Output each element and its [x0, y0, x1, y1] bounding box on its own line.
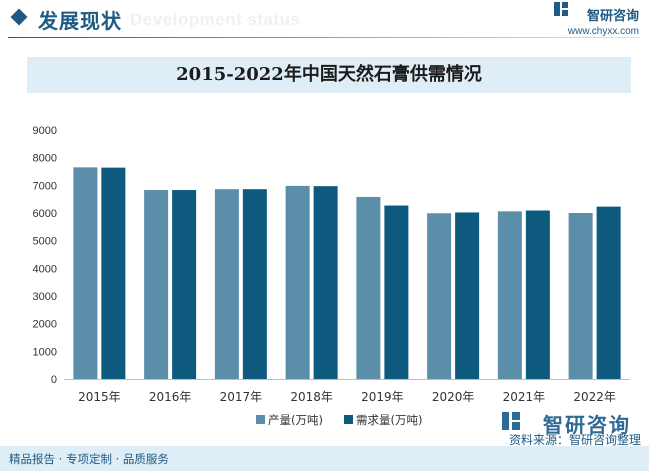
footer-logo-icon — [502, 412, 520, 430]
header-divider — [8, 37, 641, 38]
section-heading: 发展现状 — [38, 9, 122, 33]
brand: 智研咨询 www.chyxx.com — [563, 5, 639, 37]
x-tick-label: 2015年 — [78, 390, 121, 404]
bar-demand — [596, 206, 621, 379]
bar-demand — [455, 212, 480, 379]
bar-demand — [242, 189, 267, 379]
footer-tagline: 精品报告 · 专项定制 · 品质服务 — [9, 452, 169, 466]
bar-demand — [525, 210, 550, 379]
x-tick-label: 2018年 — [290, 390, 333, 404]
bar-production — [144, 190, 169, 379]
y-tick-label: 6000 — [33, 208, 57, 220]
legend-label-demand: 需求量(万吨) — [356, 413, 422, 427]
bar-demand — [172, 190, 197, 379]
brand-name: 智研咨询 — [586, 9, 639, 24]
y-tick-label: 5000 — [33, 236, 57, 248]
page-header: Development status 发展现状 智研咨询 www.chyxx.c… — [0, 0, 649, 40]
brand-logo-icon — [554, 2, 568, 16]
y-tick-label: 1000 — [33, 346, 57, 358]
bar-demand — [101, 167, 126, 379]
bar-production — [356, 196, 381, 379]
y-tick-label: 8000 — [33, 153, 57, 165]
x-tick-label: 2019年 — [361, 390, 404, 404]
bar-production — [568, 213, 593, 379]
legend-swatch-production — [256, 415, 265, 424]
y-tick-label: 4000 — [33, 263, 57, 275]
x-tick-label: 2016年 — [149, 390, 192, 404]
y-tick-label: 3000 — [33, 291, 57, 303]
bar-production — [427, 213, 452, 379]
x-tick-label: 2017年 — [220, 390, 263, 404]
x-tick-label: 2021年 — [503, 390, 546, 404]
y-tick-label: 7000 — [33, 180, 57, 192]
y-tick-label: 9000 — [33, 125, 57, 137]
x-tick-label: 2020年 — [432, 390, 475, 404]
legend-label-production: 产量(万吨) — [268, 413, 323, 427]
chart-title: 2015-2022年中国天然石膏供需情况 — [176, 64, 482, 85]
bar-demand — [384, 205, 409, 379]
legend-swatch-demand — [344, 415, 353, 424]
bar-production — [497, 211, 522, 379]
y-tick-label: 2000 — [33, 319, 57, 331]
bar-production — [285, 185, 310, 379]
x-tick-label: 2022年 — [573, 390, 616, 404]
brand-url: www.chyxx.com — [567, 26, 639, 37]
bar-demand — [313, 186, 338, 379]
footer-bar: 精品报告 · 专项定制 · 品质服务 — [0, 446, 649, 471]
source-note: 资料来源：智研咨询整理 — [508, 433, 641, 447]
chart-title-band — [27, 57, 631, 93]
y-tick-label: 0 — [51, 374, 57, 386]
bar-production — [214, 189, 239, 379]
section-heading-en: Development status — [130, 10, 301, 29]
bar-production — [73, 167, 98, 379]
footer-logo-text: 智研咨询 — [543, 413, 631, 437]
